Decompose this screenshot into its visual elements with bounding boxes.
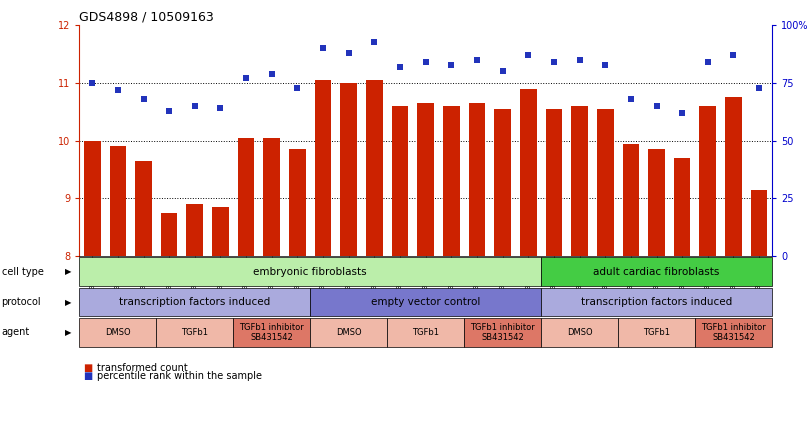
Bar: [212, 207, 228, 256]
Bar: [289, 149, 305, 256]
Bar: [84, 141, 100, 256]
Text: agent: agent: [2, 327, 30, 338]
Bar: [674, 158, 690, 256]
Text: TGFb1: TGFb1: [412, 328, 439, 337]
Bar: [700, 106, 716, 256]
Text: cell type: cell type: [2, 266, 44, 277]
Text: transcription factors induced: transcription factors induced: [581, 297, 732, 307]
Bar: [751, 190, 767, 256]
Text: DMSO: DMSO: [105, 328, 130, 337]
Bar: [571, 106, 588, 256]
Text: ▶: ▶: [65, 328, 71, 337]
Bar: [392, 106, 408, 256]
Text: ▶: ▶: [65, 267, 71, 276]
Bar: [417, 103, 434, 256]
Text: TGFb1 inhibitor
SB431542: TGFb1 inhibitor SB431542: [240, 323, 304, 342]
Bar: [469, 103, 485, 256]
Text: protocol: protocol: [2, 297, 41, 307]
Text: GDS4898 / 10509163: GDS4898 / 10509163: [79, 11, 214, 24]
Bar: [238, 138, 254, 256]
Text: empty vector control: empty vector control: [371, 297, 480, 307]
Text: TGFb1: TGFb1: [643, 328, 670, 337]
Bar: [263, 138, 280, 256]
Text: ▶: ▶: [65, 297, 71, 307]
Bar: [597, 109, 613, 256]
Bar: [546, 109, 562, 256]
Text: ■: ■: [83, 371, 92, 382]
Text: adult cardiac fibroblasts: adult cardiac fibroblasts: [593, 266, 720, 277]
Bar: [315, 80, 331, 256]
Text: embryonic fibroblasts: embryonic fibroblasts: [254, 266, 367, 277]
Bar: [366, 80, 382, 256]
Bar: [725, 97, 742, 256]
Text: transformed count: transformed count: [97, 363, 188, 373]
Text: DMSO: DMSO: [336, 328, 361, 337]
Bar: [340, 83, 357, 256]
Bar: [109, 146, 126, 256]
Bar: [520, 89, 536, 256]
Text: DMSO: DMSO: [567, 328, 592, 337]
Bar: [648, 149, 665, 256]
Text: percentile rank within the sample: percentile rank within the sample: [97, 371, 262, 382]
Bar: [494, 109, 511, 256]
Bar: [135, 161, 151, 256]
Text: TGFb1 inhibitor
SB431542: TGFb1 inhibitor SB431542: [701, 323, 765, 342]
Bar: [443, 106, 459, 256]
Bar: [186, 204, 203, 256]
Text: TGFb1: TGFb1: [181, 328, 208, 337]
Text: ■: ■: [83, 363, 92, 373]
Bar: [623, 143, 639, 256]
Text: transcription factors induced: transcription factors induced: [119, 297, 271, 307]
Bar: [161, 213, 177, 256]
Text: TGFb1 inhibitor
SB431542: TGFb1 inhibitor SB431542: [471, 323, 535, 342]
